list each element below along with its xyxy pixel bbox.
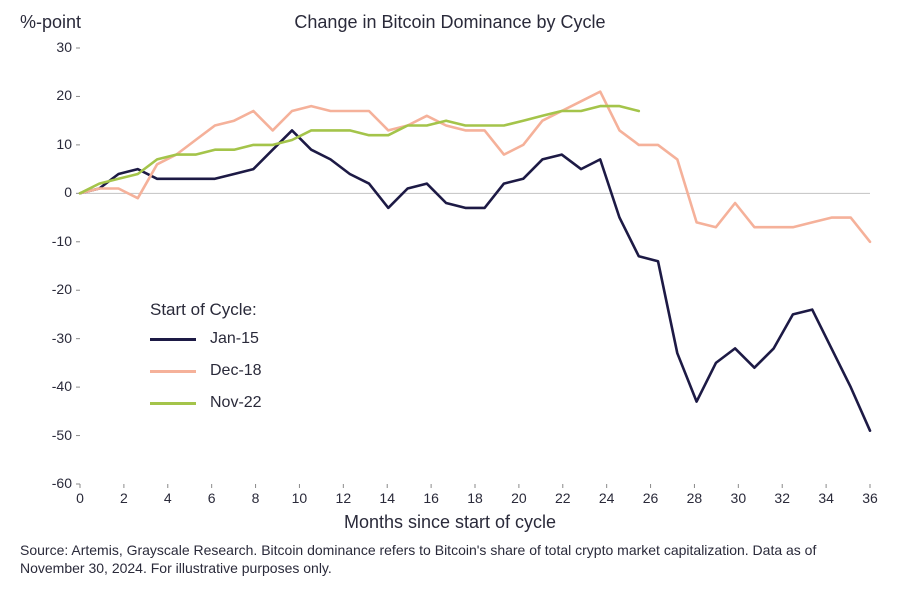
legend-swatch: [150, 370, 196, 373]
x-tick-label: 4: [156, 490, 180, 506]
x-tick-label: 28: [682, 490, 706, 506]
legend-item: Nov-22: [150, 394, 262, 412]
legend-title: Start of Cycle:: [150, 300, 262, 320]
y-tick-label: 10: [30, 136, 72, 152]
y-tick-label: -40: [30, 378, 72, 394]
legend-swatch: [150, 402, 196, 405]
x-tick-label: 14: [375, 490, 399, 506]
y-tick-label: -20: [30, 281, 72, 297]
x-axis-label: Months since start of cycle: [0, 512, 900, 533]
x-tick-label: 20: [507, 490, 531, 506]
x-tick-label: 26: [639, 490, 663, 506]
legend-label: Jan-15: [210, 330, 259, 348]
y-tick-label: -60: [30, 475, 72, 491]
y-tick-label: 20: [30, 87, 72, 103]
y-tick-label: 30: [30, 39, 72, 55]
x-tick-label: 12: [331, 490, 355, 506]
x-tick-label: 32: [770, 490, 794, 506]
legend: Start of Cycle: Jan-15 Dec-18 Nov-22: [150, 300, 262, 426]
y-tick-label: -30: [30, 330, 72, 346]
legend-label: Dec-18: [210, 362, 262, 380]
legend-item: Dec-18: [150, 362, 262, 380]
x-tick-label: 30: [726, 490, 750, 506]
x-tick-label: 2: [112, 490, 136, 506]
x-tick-label: 22: [551, 490, 575, 506]
x-tick-label: 8: [244, 490, 268, 506]
legend-item: Jan-15: [150, 330, 262, 348]
x-tick-label: 10: [287, 490, 311, 506]
chart-container: Change in Bitcoin Dominance by Cycle %-p…: [0, 0, 900, 600]
x-tick-label: 16: [419, 490, 443, 506]
x-tick-label: 6: [200, 490, 224, 506]
x-tick-label: 24: [595, 490, 619, 506]
y-tick-label: -50: [30, 427, 72, 443]
source-footnote: Source: Artemis, Grayscale Research. Bit…: [20, 542, 880, 577]
x-tick-label: 18: [463, 490, 487, 506]
x-tick-label: 0: [68, 490, 92, 506]
y-tick-label: 0: [30, 184, 72, 200]
y-tick-label: -10: [30, 233, 72, 249]
legend-label: Nov-22: [210, 394, 262, 412]
chart-plot-area: [0, 0, 900, 600]
legend-swatch: [150, 338, 196, 341]
x-tick-label: 34: [814, 490, 838, 506]
x-tick-label: 36: [858, 490, 882, 506]
